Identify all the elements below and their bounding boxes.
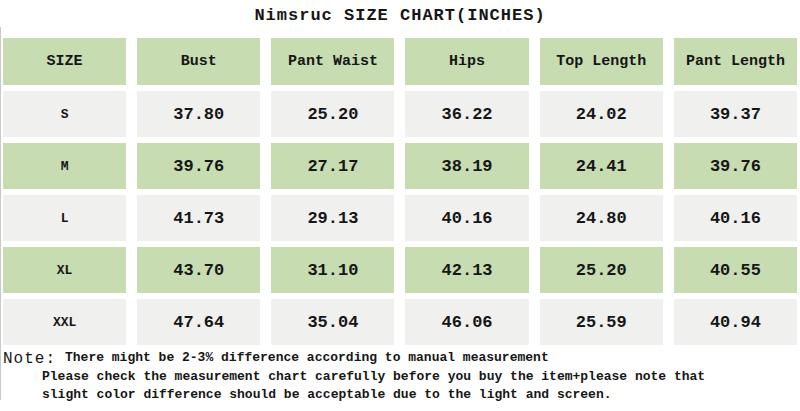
value-cell: 36.22 (405, 91, 528, 137)
value-cell: 35.04 (271, 299, 394, 345)
left-edge-divider (0, 27, 1, 400)
size-cell-m: M (3, 143, 126, 189)
value-cell: 40.94 (674, 299, 797, 345)
size-cell-s: S (3, 91, 126, 137)
header-cell-pant-length: Pant Length (674, 38, 797, 85)
value-cell: 24.41 (540, 143, 663, 189)
value-cell: 25.20 (540, 247, 663, 293)
header-cell-bust: Bust (137, 38, 260, 85)
value-cell: 31.10 (271, 247, 394, 293)
value-cell: 46.06 (405, 299, 528, 345)
value-cell: 39.37 (674, 91, 797, 137)
note-line: Please check the measurement chart caref… (42, 368, 796, 387)
value-cell: 39.76 (137, 143, 260, 189)
value-cell: 43.70 (137, 247, 260, 293)
value-cell: 47.64 (137, 299, 260, 345)
size-cell-l: L (3, 195, 126, 241)
value-cell: 25.20 (271, 91, 394, 137)
value-cell: 39.76 (674, 143, 797, 189)
value-cell: 42.13 (405, 247, 528, 293)
header-cell-top-length: Top Length (540, 38, 663, 85)
size-table: SIZEBustPant WaistHips Top LengthPant Len… (3, 38, 797, 345)
note-label: Note: (3, 350, 56, 368)
page-title: Nimsruc SIZE CHART(INCHES) (0, 6, 800, 25)
value-cell: 41.73 (137, 195, 260, 241)
note-lines: There might be 2-3% difference according… (42, 349, 796, 405)
value-cell: 29.13 (271, 195, 394, 241)
value-cell: 24.02 (540, 91, 663, 137)
value-cell: 40.55 (674, 247, 797, 293)
header-cell-size: SIZE (3, 38, 126, 85)
note-line: There might be 2-3% difference according… (42, 349, 796, 368)
value-cell: 40.16 (674, 195, 797, 241)
size-cell-xxl: XXL (3, 299, 126, 345)
note-line: slight color difference should be accept… (42, 386, 796, 405)
size-chart-page: Nimsruc SIZE CHART(INCHES) SIZEBustPant … (0, 0, 800, 411)
value-cell: 37.80 (137, 91, 260, 137)
value-cell: 40.16 (405, 195, 528, 241)
value-cell: 25.59 (540, 299, 663, 345)
note-section: Note: There might be 2-3% difference acc… (0, 349, 796, 405)
value-cell: 24.80 (540, 195, 663, 241)
size-cell-xl: XL (3, 247, 126, 293)
value-cell: 27.17 (271, 143, 394, 189)
value-cell: 38.19 (405, 143, 528, 189)
header-cell-pant-waist: Pant Waist (271, 38, 394, 85)
header-cell-hips: Hips (405, 38, 528, 85)
